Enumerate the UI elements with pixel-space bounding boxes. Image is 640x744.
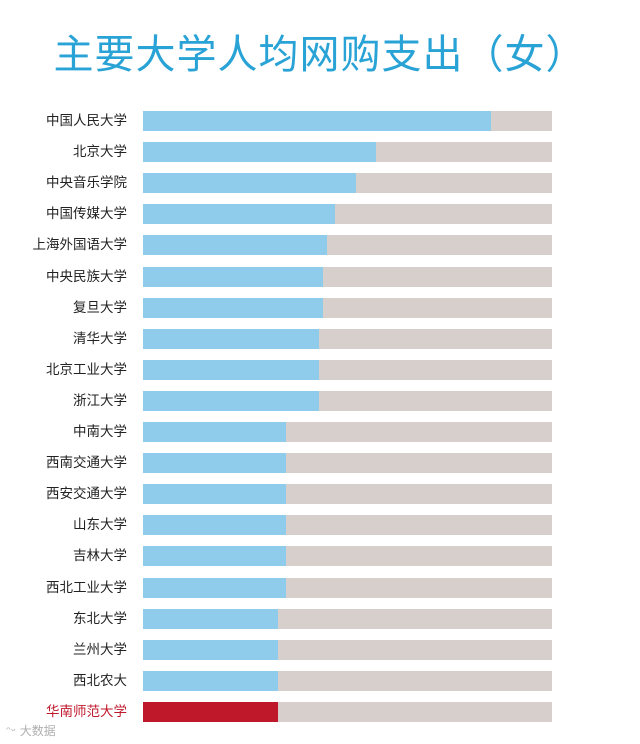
category-label: 北京大学 (73, 144, 127, 161)
bar (143, 639, 278, 660)
category-label: 复旦大学 (73, 299, 127, 316)
weibo-icon: ᵔᵕ (6, 724, 16, 738)
category-label: 西安交通大学 (46, 486, 127, 503)
bar (143, 111, 491, 131)
bar (143, 608, 278, 629)
bar (143, 297, 323, 318)
category-label: 华南师范大学 (46, 703, 127, 720)
bar (143, 453, 286, 474)
category-label: 中南大学 (73, 424, 127, 440)
bar (143, 546, 286, 567)
category-label: 浙江大学 (73, 392, 127, 409)
category-label: 西北农大 (73, 672, 127, 689)
category-label: 东北大学 (73, 610, 127, 627)
category-label: 兰州大学 (73, 641, 127, 658)
bar (143, 142, 376, 163)
category-label: 中国传媒大学 (46, 206, 127, 223)
bar (143, 390, 319, 411)
bar (143, 266, 323, 287)
bar (143, 359, 319, 380)
category-label: 中国人民大学 (46, 113, 127, 129)
watermark-text: 大数据 (19, 724, 56, 738)
category-label: 西北工业大学 (46, 579, 127, 596)
category-label: 中央民族大学 (46, 268, 127, 285)
bar (143, 484, 286, 505)
category-label: 清华大学 (73, 330, 127, 347)
category-label: 北京工业大学 (46, 361, 127, 378)
watermark: ᵔᵕ 大数据 (6, 722, 56, 739)
bar (143, 577, 286, 598)
chart-title: 主要大学人均网购支出（女） (53, 32, 587, 78)
category-label: 西南交通大学 (46, 455, 127, 472)
category-label: 上海外国语大学 (32, 237, 128, 254)
bar (143, 328, 319, 349)
bar (143, 422, 286, 442)
category-label: 中央音乐学院 (46, 175, 127, 192)
category-label: 吉林大学 (73, 548, 127, 565)
bar (143, 235, 327, 256)
bar (143, 204, 335, 225)
bar (143, 670, 278, 691)
category-label: 山东大学 (73, 517, 127, 534)
bar (143, 701, 278, 722)
bar (143, 173, 356, 194)
bar (143, 515, 286, 536)
